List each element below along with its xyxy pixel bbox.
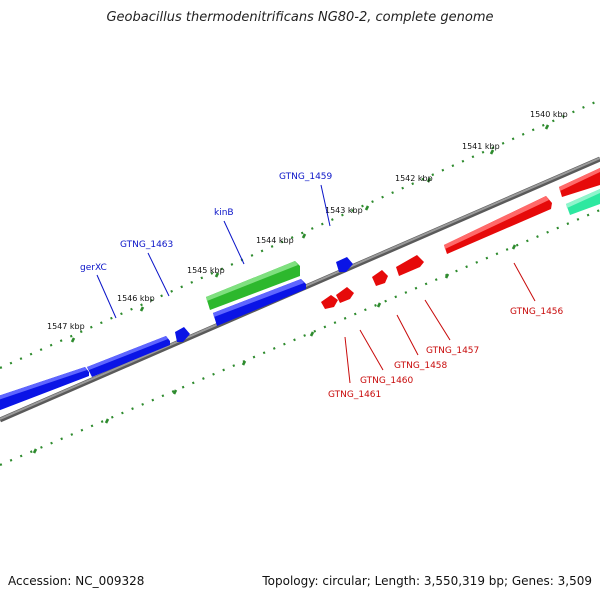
outer-scale-dots: [0, 98, 600, 370]
gene-label-GTNG_1461: GTNG_1461: [328, 390, 381, 400]
gene-gerXC-arrow[interactable]: [0, 367, 89, 412]
gene-label-GTNG_1460: GTNG_1460: [360, 376, 414, 386]
gene-label-GTNG_1456: GTNG_1456: [510, 307, 564, 317]
other-genes: [566, 189, 600, 215]
gene-GTNG_1460-arrow[interactable]: [336, 287, 354, 303]
gene-kinB-lower-highlight: [213, 279, 304, 317]
scale-label-1541: 1541 kbp: [462, 142, 500, 151]
forward-strand-genes: [321, 168, 600, 309]
reverse-label-lines: [96, 184, 331, 319]
gene-label-kinB: kinB: [214, 208, 234, 218]
scale-label-1543: 1543 kbp: [325, 206, 363, 215]
gene-GTNG_1461-arrow[interactable]: [321, 295, 338, 309]
gene-gerXC-highlight: [0, 367, 87, 400]
gene-GTNG_1458-arrow[interactable]: [372, 270, 388, 286]
gene-GTNG_1459-arrow[interactable]: [336, 257, 353, 272]
scale-label-1546: 1546 kbp: [117, 294, 155, 303]
scale-label-1545: 1545 kbp: [187, 266, 225, 275]
inner-major-ticks: [32, 244, 517, 454]
gene-label-GTNG_1463: GTNG_1463: [120, 240, 173, 250]
inner-scale-dots: [0, 208, 600, 467]
scale-label-1540: 1540 kbp: [530, 110, 568, 119]
gene-label-GTNG_1459: GTNG_1459: [279, 172, 333, 182]
gene-label-gerXC: gerXC: [80, 263, 107, 273]
gene-GTNG_1457-arrow[interactable]: [396, 255, 424, 276]
scale-label-1542: 1542 kbp: [395, 174, 433, 183]
gene-small-blue-1[interactable]: [175, 327, 190, 342]
scale-label-1544: 1544 kbp: [256, 236, 294, 245]
gene-label-GTNG_1457: GTNG_1457: [426, 346, 479, 356]
gene-teal-edge-highlight: [566, 189, 600, 208]
accession-text: Accession: NC_009328: [8, 574, 145, 588]
gene-red-edge-highlight: [559, 168, 600, 191]
gene-label-GTNG_1458: GTNG_1458: [394, 361, 448, 371]
map-title: Geobacillus thermodenitrificans NG80-2, …: [106, 10, 494, 25]
outer-major-ticks: [70, 124, 550, 343]
scale-label-1547: 1547 kbp: [47, 322, 85, 331]
topology-text: Topology: circular; Length: 3,550,319 bp…: [262, 574, 592, 588]
reverse-strand-genes: [0, 257, 353, 412]
rna-genes: [206, 261, 300, 310]
gene-GTNG_1456-highlight: [444, 196, 549, 249]
gene-GTNG_1463-highlight: [87, 336, 168, 370]
forward-label-lines: [344, 262, 536, 384]
inner-scale: [0, 208, 600, 467]
gene-kinB-highlight: [206, 261, 298, 301]
outer-scale: 1540 kbp 1541 kbp 1542 kbp 1543 kbp 1544…: [0, 98, 600, 370]
